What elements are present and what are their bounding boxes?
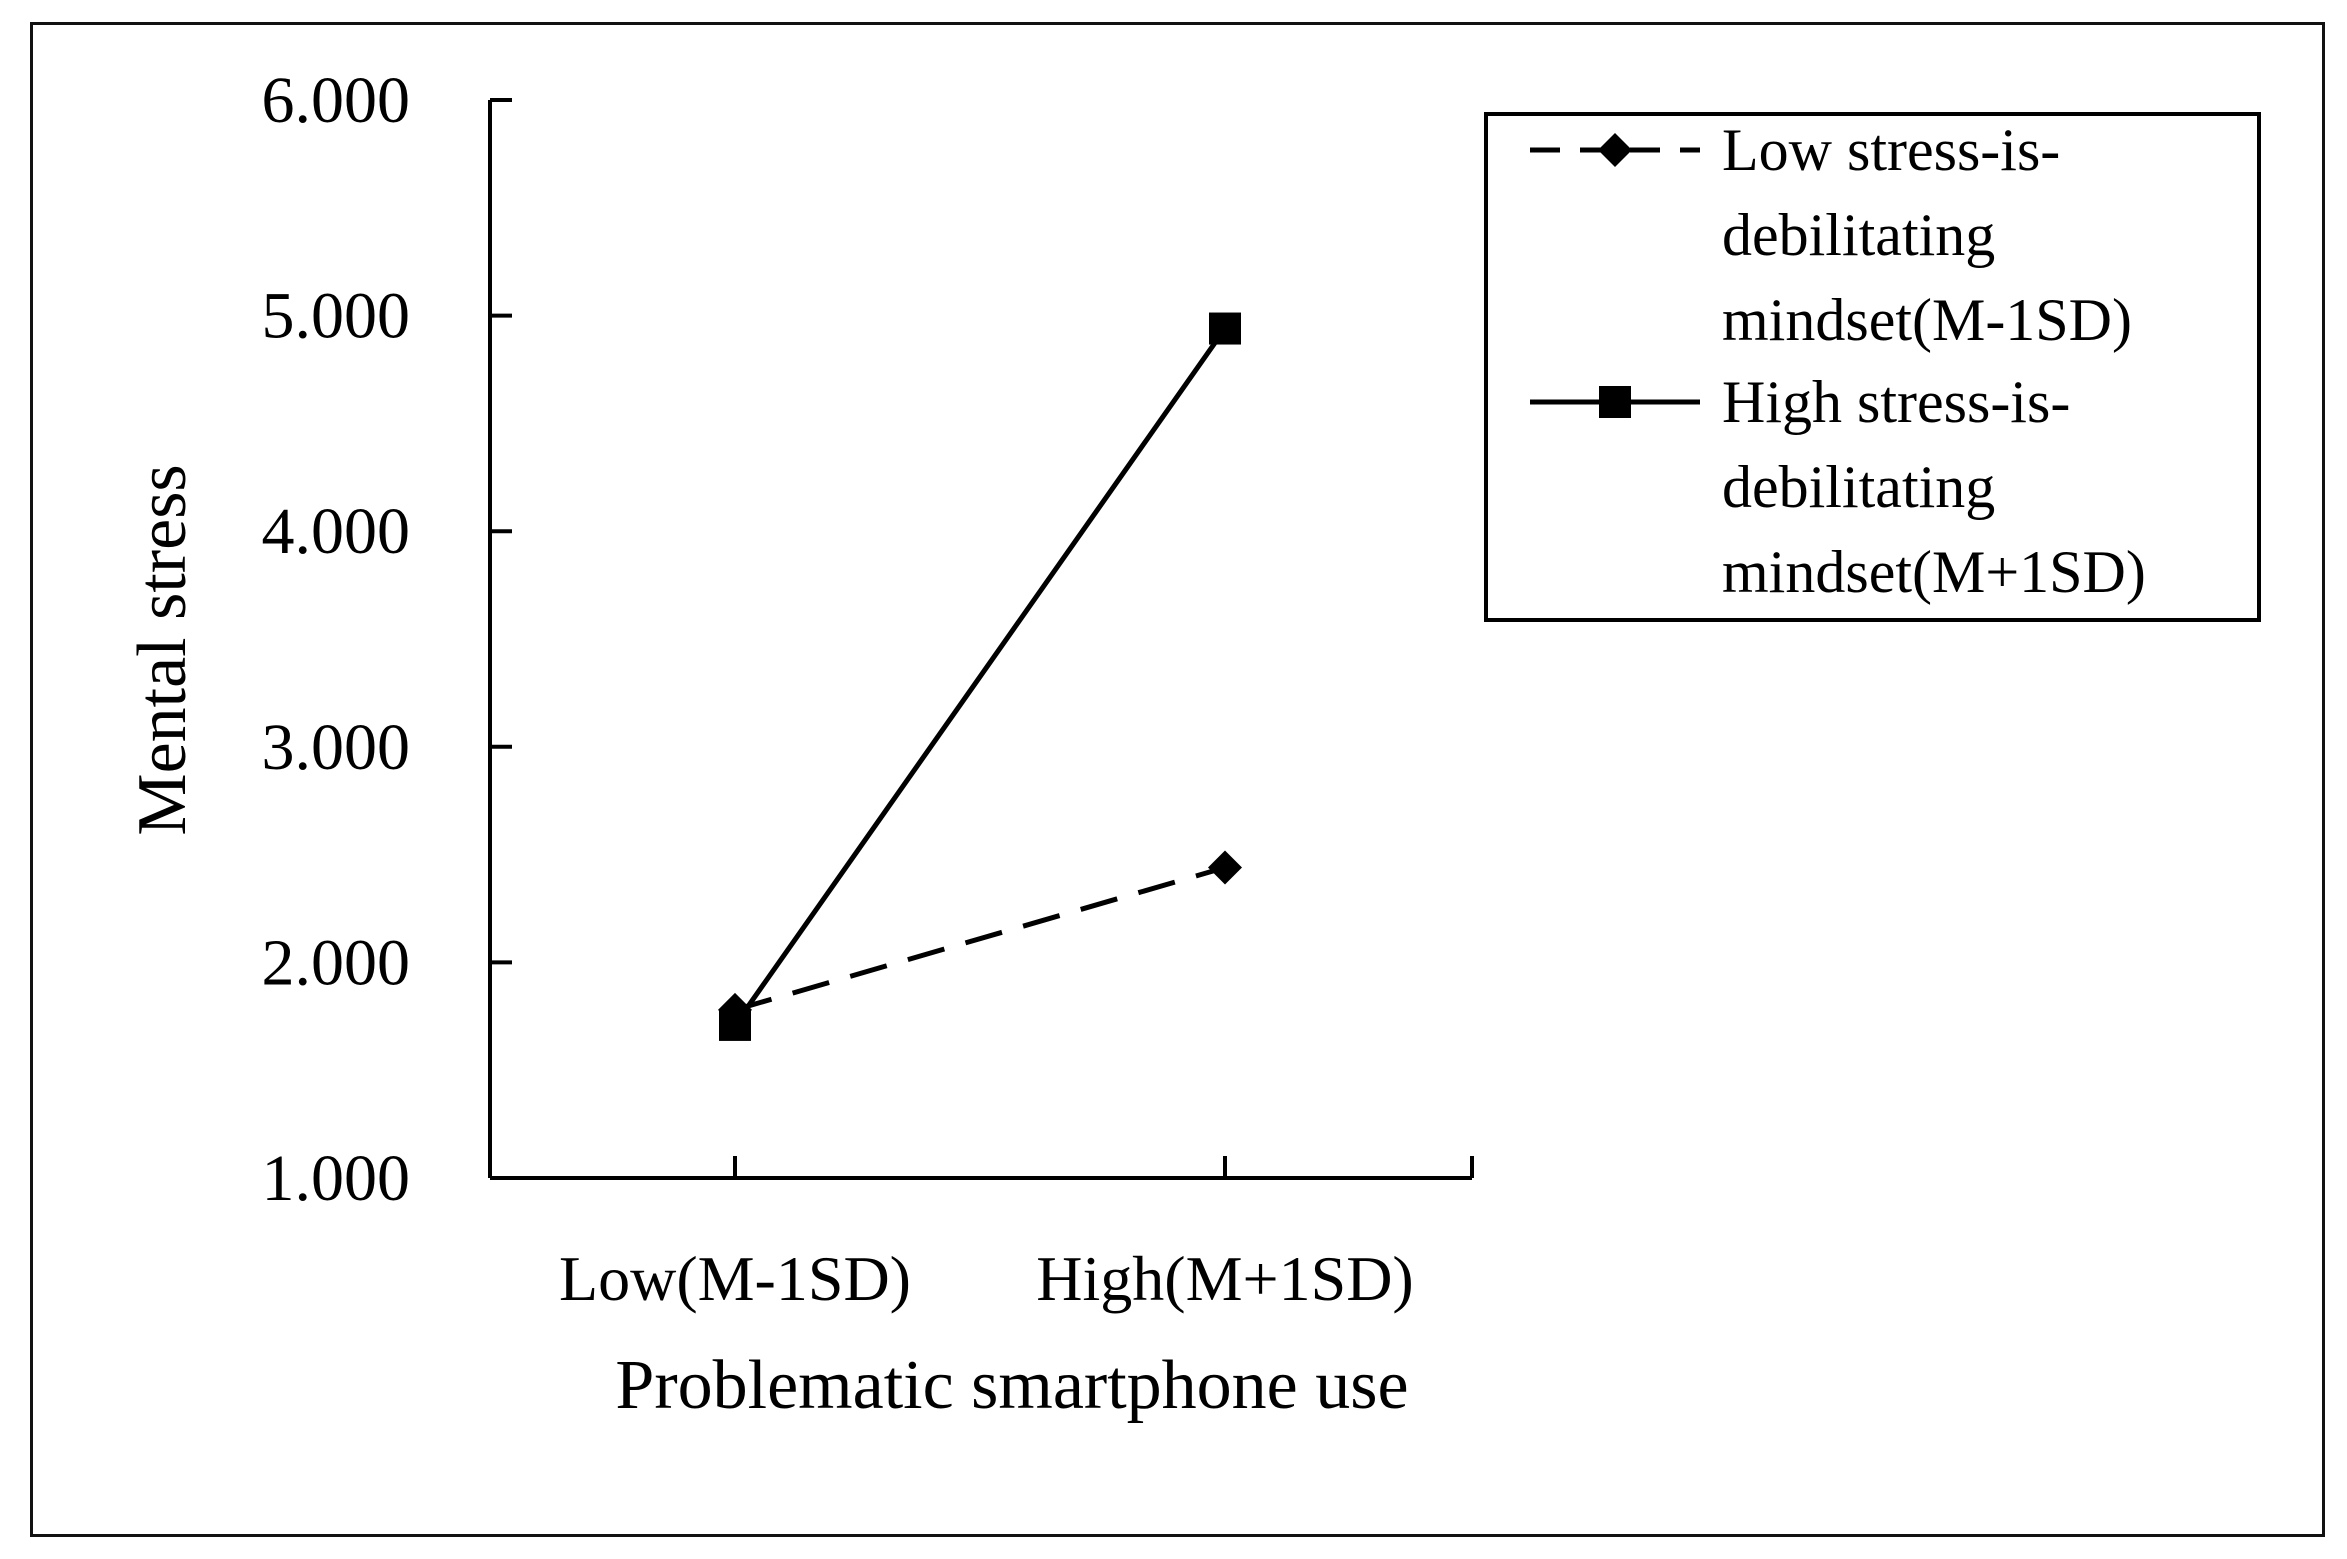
series-2 xyxy=(719,312,1241,1041)
x-category-label: Low(M-1SD) xyxy=(559,1243,911,1314)
series-line xyxy=(734,865,1226,1013)
legend-label-line: debilitating xyxy=(1722,454,1995,520)
y-axis-title: Mental stress xyxy=(124,464,201,835)
legend-items: Low stress-is-debilitating mindset(M-1SD)… xyxy=(1530,117,2146,605)
y-tick-label: 6.000 xyxy=(262,64,411,137)
legend-label-line: High stress-is- xyxy=(1722,369,2070,435)
legend-swatch-marker xyxy=(1599,386,1631,418)
y-tick-label: 1.000 xyxy=(262,1142,411,1215)
x-category-label: High(M+1SD) xyxy=(1036,1243,1413,1314)
legend: Low stress-is-debilitating mindset(M-1SD)… xyxy=(1484,112,2261,622)
legend-label-line: Low stress-is- xyxy=(1722,117,2060,183)
legend-label-line: mindset(M-1SD) xyxy=(1722,287,2132,353)
series-line xyxy=(732,327,1228,1027)
data-point-square xyxy=(1209,312,1241,345)
y-tick-label: 5.000 xyxy=(262,280,411,353)
legend-swatch-marker xyxy=(1598,133,1632,167)
legend-entry-2: High stress-is-debilitating mindset(M+1SD… xyxy=(1530,369,2146,605)
y-tick-label: 4.000 xyxy=(262,495,411,568)
legend-label-line: debilitating xyxy=(1722,202,1995,268)
legend-label-line: mindset(M+1SD) xyxy=(1722,539,2146,605)
y-ticks: 1.000 2.000 3.000 4.000 5.000 6.000 xyxy=(262,64,512,1215)
y-tick-label: 3.000 xyxy=(262,711,411,784)
x-axis-title: Problematic smartphone use xyxy=(615,1347,1408,1424)
y-tick-label: 2.000 xyxy=(262,926,411,999)
data-point-diamond xyxy=(1208,850,1242,885)
legend-entry-1: Low stress-is-debilitating mindset(M-1SD) xyxy=(1530,117,2132,353)
x-ticks: Low(M-1SD) High(M+1SD) xyxy=(488,1156,1474,1314)
legend-box xyxy=(1484,112,2261,622)
series-layer xyxy=(718,312,1242,1041)
data-point-square xyxy=(719,1008,751,1041)
